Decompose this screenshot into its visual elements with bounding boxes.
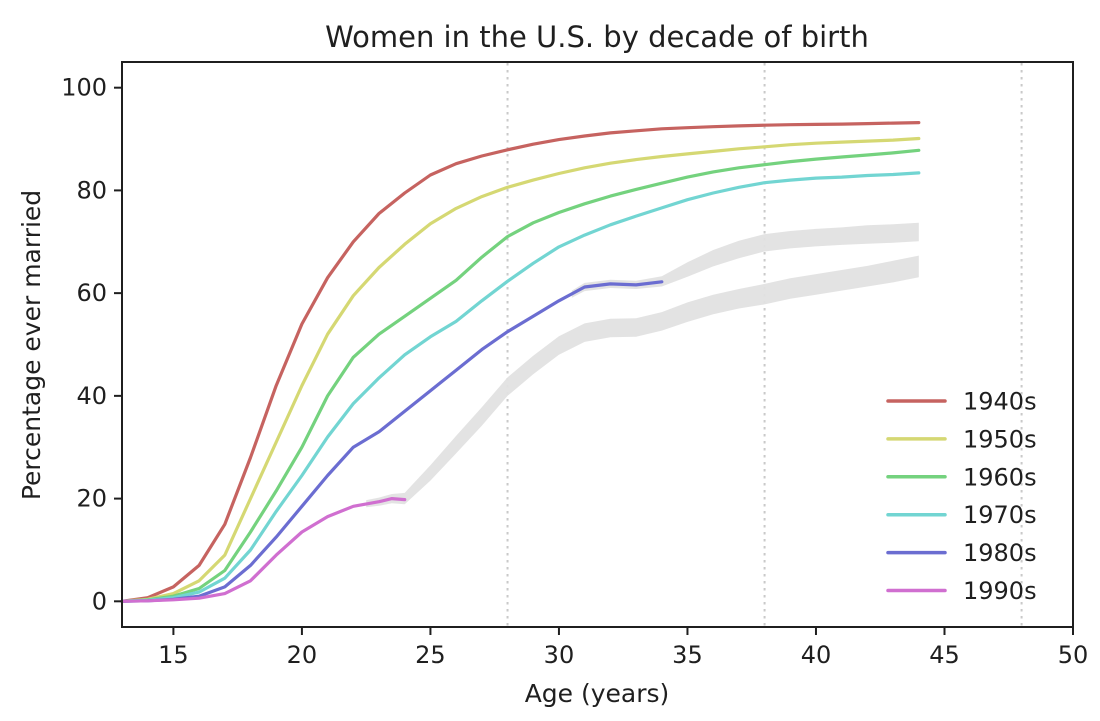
x-axis-label: Age (years) — [525, 679, 670, 708]
y-tick-label-20: 20 — [76, 485, 107, 513]
y-tick-label-40: 40 — [76, 382, 107, 410]
x-tick-label-50: 50 — [1058, 641, 1089, 669]
plot-border — [121, 61, 1074, 628]
series-line-1990s — [120, 497, 407, 603]
legend-label-1950s: 1950s — [963, 425, 1037, 453]
series-line-1970s — [120, 171, 921, 603]
x-tick-label-45: 45 — [929, 641, 960, 669]
x-tick-label-30: 30 — [544, 641, 575, 669]
legend: 1940s 1950s 1960s 1970s 1980s 1990s — [886, 388, 1037, 605]
y-axis-label: Percentage ever married — [17, 190, 46, 500]
series-line-1940s — [120, 120, 921, 603]
y-tick-label-60: 60 — [76, 279, 107, 307]
vertical-dotted-gridlines — [506, 63, 1023, 626]
x-tick-label-25: 25 — [415, 641, 446, 669]
x-tick-label-35: 35 — [672, 641, 703, 669]
axes: 15 20 25 30 35 40 45 50 0 20 40 60 80 100 — [61, 61, 1089, 669]
legend-label-1970s: 1970s — [963, 501, 1037, 529]
series-lines — [120, 120, 921, 603]
legend-label-1960s: 1960s — [963, 463, 1037, 491]
series-line-1950s — [120, 136, 921, 603]
y-tick-label-0: 0 — [92, 587, 107, 615]
x-tick-label-15: 15 — [158, 641, 189, 669]
legend-label-1980s: 1980s — [963, 539, 1037, 567]
series-line-1980s — [120, 280, 664, 603]
y-tick-label-100: 100 — [61, 74, 107, 102]
y-tick-label-80: 80 — [76, 176, 107, 204]
1980s-projection-band — [571, 222, 919, 298]
x-tick-label-40: 40 — [801, 641, 832, 669]
projection-bands — [366, 222, 919, 508]
chart-title: Women in the U.S. by decade of birth — [325, 20, 869, 54]
x-tick-label-20: 20 — [287, 641, 318, 669]
legend-label-1940s: 1940s — [963, 388, 1037, 416]
legend-label-1990s: 1990s — [963, 577, 1037, 605]
series-line-1960s — [120, 148, 921, 603]
1990s-projection-band — [366, 255, 919, 508]
